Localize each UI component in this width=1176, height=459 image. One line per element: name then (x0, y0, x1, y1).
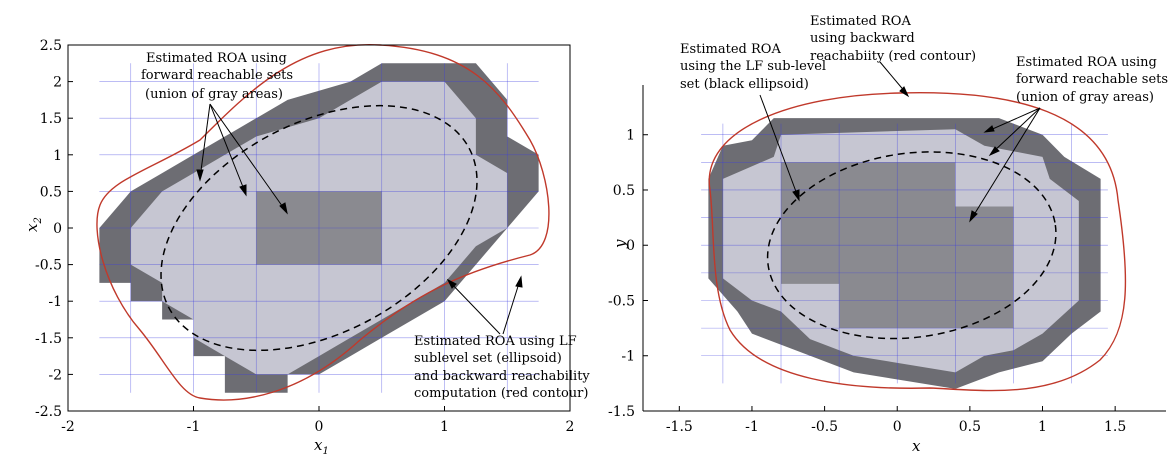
y-tick-label: 1 (626, 128, 635, 144)
right-x-ticks: -1.5 -1 -0.5 0 0.5 1 1.5 (666, 406, 1126, 435)
right-red-contour (708, 92, 1127, 392)
y-tick-label: 1.5 (40, 111, 62, 127)
y-tick-label: -1 (621, 349, 635, 365)
y-tick-label: 2.5 (40, 38, 62, 54)
y-tick-label: -2.5 (35, 404, 62, 420)
left-red-contour (96, 44, 550, 401)
right-annotation-backward: Estimated ROA using backward reachabiity… (810, 14, 976, 64)
ann-line: using the LF sub-level (680, 59, 826, 74)
ann-line: Estimated ROA (680, 42, 781, 57)
ann-line: Estimated ROA (810, 14, 911, 29)
x-tick-label: 1 (440, 419, 449, 435)
right-plot: -1.5 -1 -0.5 0 0.5 1 1.5 -1.5 -1 -0.5 0 0.5 1 x y E… (608, 14, 1168, 455)
left-x-ticks: -2 -1 0 1 2 (61, 406, 574, 435)
y-tick-label: 1 (53, 148, 62, 164)
y-tick-label: -0.5 (608, 293, 635, 309)
ann-line: set (black ellipsoid) (680, 77, 809, 92)
x-tick-label: -1.5 (666, 419, 693, 435)
y-tick-label: -0.5 (35, 258, 62, 274)
left-y-axis-label: x2 (23, 217, 44, 232)
ann-line: Estimated ROA using (146, 51, 287, 66)
right-y-ticks: -1.5 -1 -0.5 0 0.5 1 (608, 128, 648, 420)
y-tick-label: 0.5 (40, 184, 62, 200)
ann-line: (union of gray areas) (145, 87, 283, 102)
left-x-axis-label: x1 (314, 436, 329, 457)
x-tick-label: -0.5 (811, 419, 838, 435)
right-arrows (759, 61, 1041, 223)
y-tick-label: -2 (48, 367, 62, 383)
right-axes-lines (642, 85, 1166, 412)
ann-line: Estimated ROA using LF (414, 334, 577, 349)
ann-line: sublevel set (ellipsoid) (414, 351, 562, 366)
right-lf-ellipse (766, 151, 1057, 340)
left-grid-lines (99, 63, 539, 393)
x-tick-label: 2 (566, 419, 575, 435)
y-tick-label: -1.5 (35, 331, 62, 347)
x-tick-label: 0 (893, 419, 902, 435)
right-annotation-lf: Estimated ROA using the LF sub-level set… (680, 42, 826, 92)
x-tick-label: 0.5 (959, 419, 981, 435)
right-y-axis-label: y (611, 239, 629, 249)
left-y-ticks: -2.5 -2 -1.5 -1 -0.5 0 0.5 1 1.5 2 2.5 (35, 38, 73, 420)
y-tick-label: -1.5 (608, 404, 635, 420)
ann-line: using backward (810, 31, 915, 46)
y-tick-label: 0 (53, 221, 62, 237)
y-tick-label: 0 (626, 238, 635, 254)
y-tick-label: 2 (53, 75, 62, 91)
left-arrows (196, 103, 523, 335)
x-tick-label: -1 (745, 419, 759, 435)
ann-line: computation (red contour) (414, 386, 588, 401)
left-annotation-forward: Estimated ROA using forward reachable se… (141, 51, 293, 102)
left-lf-ellipse (160, 104, 478, 352)
x-tick-label: -2 (61, 419, 75, 435)
ann-line: forward reachable sets (141, 68, 293, 83)
x-tick-label: 1.5 (1104, 419, 1126, 435)
left-plot: -2 -1 0 1 2 -2.5-2-1.5-1-0.500.511.522.5 x1 … (23, 38, 590, 457)
y-tick-label: 0.5 (613, 183, 635, 199)
x-tick-label: -1 (187, 419, 201, 435)
right-grid-lines (701, 123, 1108, 384)
ann-line: (union of gray areas) (1016, 90, 1154, 105)
ann-line: reachabiity (red contour) (810, 49, 976, 64)
ann-line: and backward reachability (414, 369, 590, 384)
right-annotation-forward: Estimated ROA using forward reachable se… (1016, 55, 1168, 105)
x-tick-label: 0 (315, 419, 324, 435)
x-tick-label: 1 (1038, 419, 1047, 435)
ann-line: forward reachable sets (1016, 72, 1168, 87)
right-x-axis-label: x (912, 437, 921, 455)
ann-line: Estimated ROA using (1016, 55, 1157, 70)
y-tick-label: -1 (48, 294, 62, 310)
left-annotation-lf: Estimated ROA using LF sublevel set (ell… (414, 334, 590, 401)
